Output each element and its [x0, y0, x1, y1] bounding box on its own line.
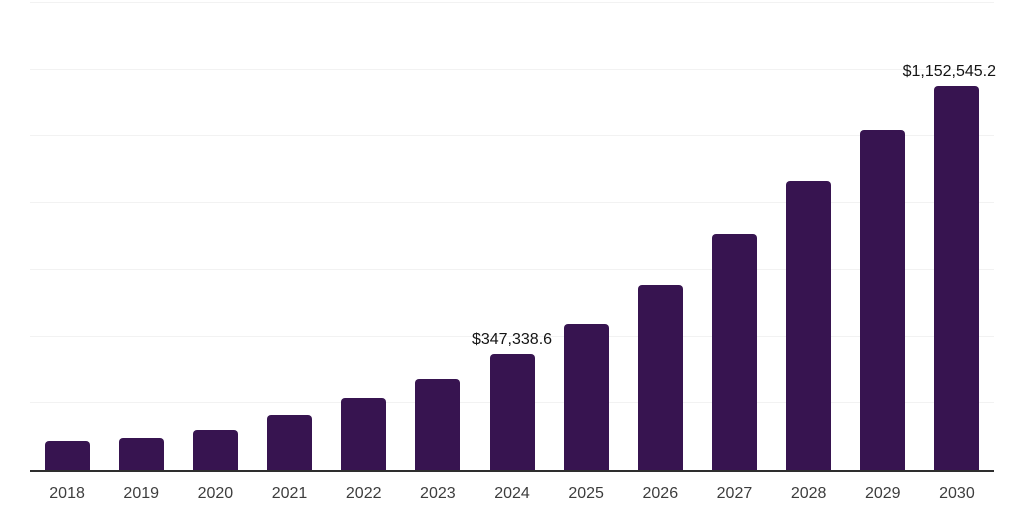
- x-axis-line: [30, 470, 994, 472]
- gridline: [30, 68, 994, 70]
- bar-2024[interactable]: [489, 354, 535, 470]
- value-label-2030: $1,152,545.2: [902, 62, 996, 80]
- bar-2026[interactable]: [637, 284, 683, 470]
- bar-2025[interactable]: [563, 323, 609, 470]
- x-tick-2023: 2023: [420, 485, 456, 502]
- x-tick-2030: 2030: [939, 485, 975, 502]
- x-tick-2019: 2019: [123, 485, 160, 502]
- gridline: [30, 135, 994, 137]
- bar-2018[interactable]: [44, 441, 90, 470]
- x-tick-2027: 2027: [716, 485, 753, 502]
- x-axis-labels: 2018 2019 2020 2021 2022 2023 2024 2025 2026 2027…: [30, 485, 994, 507]
- bar-2020[interactable]: [192, 429, 238, 470]
- bar-2021[interactable]: [267, 414, 313, 470]
- plot-area: $347,338.6 $1,152,545.2: [30, 2, 996, 470]
- gridline: [30, 268, 994, 270]
- gridline: [30, 202, 994, 204]
- bar-2019[interactable]: [118, 437, 164, 470]
- x-tick-2018: 2018: [49, 485, 85, 502]
- x-tick-2029: 2029: [864, 485, 901, 502]
- bar-2028[interactable]: [786, 181, 832, 470]
- x-tick-2021: 2021: [271, 485, 308, 502]
- x-tick-2020: 2020: [197, 485, 234, 502]
- gridline: [30, 335, 994, 337]
- x-tick-2026: 2026: [642, 485, 679, 502]
- value-label-2024: $347,338.6: [471, 331, 553, 349]
- bar-2027[interactable]: [711, 233, 757, 470]
- bar-2022[interactable]: [341, 397, 387, 470]
- bar-2023[interactable]: [415, 378, 461, 470]
- x-tick-2022: 2022: [345, 485, 382, 502]
- x-tick-2024: 2024: [494, 485, 530, 502]
- bar-2029[interactable]: [860, 129, 906, 470]
- bar-2030[interactable]: [934, 85, 980, 470]
- gridline: [30, 2, 994, 3]
- x-tick-2025: 2025: [568, 485, 604, 502]
- x-tick-2028: 2028: [790, 485, 827, 502]
